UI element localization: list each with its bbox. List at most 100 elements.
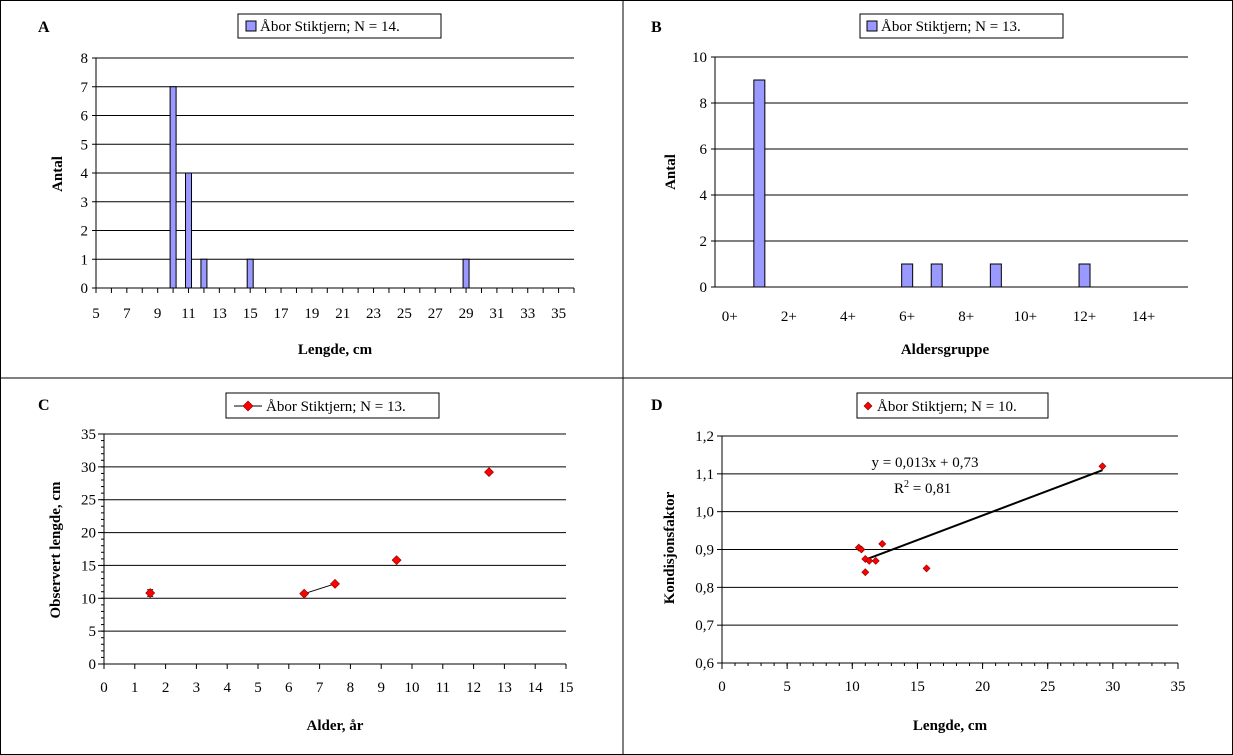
data-point: [391, 555, 402, 566]
data-point: [330, 578, 340, 589]
y-tick-label: 2: [81, 224, 89, 240]
series-line: [304, 583, 336, 595]
legend: Åbor Stiktjern; N = 13.: [859, 13, 1064, 39]
x-axis-label: Aldersgruppe: [901, 342, 990, 358]
x-tick-label: 12+: [1073, 309, 1096, 325]
y-tick-label: 0,6: [695, 656, 714, 672]
x-tick-label: 7: [316, 680, 324, 696]
x-tick-label: 13: [497, 680, 512, 696]
gridlines: [722, 435, 1178, 626]
x-tick-label: 21: [335, 306, 350, 322]
x-tick-label: 2+: [781, 309, 797, 325]
x-tick-label: 14+: [1132, 309, 1155, 325]
y-tick-label: 1,2: [695, 429, 714, 445]
y-tick-label: 5: [81, 137, 89, 153]
x-tick-label: 9: [377, 680, 385, 696]
x-tick-label: 35: [551, 306, 566, 322]
x-tick-label: 23: [366, 306, 381, 322]
x-tick-label: 30: [1105, 679, 1120, 695]
x-tick-label: 13: [212, 306, 227, 322]
point-series: [854, 462, 1107, 577]
r-squared-label: R2 = 0,81: [894, 479, 951, 497]
data-point: [861, 568, 870, 577]
y-tick-label: 0,7: [695, 618, 714, 634]
x-tick-label: 17: [274, 306, 290, 322]
legend-label: Åbor Stiktjern; N = 14.: [260, 19, 400, 35]
data-point: [1098, 462, 1107, 471]
x-tick-label: 10: [405, 680, 420, 696]
legend: Åbor Stiktjern; N = 13.: [225, 392, 440, 419]
x-tick-label: 5: [254, 680, 262, 696]
bar: [989, 263, 1002, 288]
data-point: [484, 467, 494, 478]
x-tick-label: 0: [100, 680, 108, 696]
x-tick-label: 4+: [840, 309, 856, 325]
legend-label: Åbor Stiktjern; N = 13.: [266, 399, 406, 415]
y-tick-label: 0: [700, 280, 708, 296]
x-tick-label: 3: [193, 680, 201, 696]
x-tick-label: 15: [243, 306, 258, 322]
bar: [901, 263, 914, 288]
x-tick-label: 25: [1040, 679, 1055, 695]
trendline: [864, 469, 1103, 561]
chart-panel-d: 0,6 0,7 0,8 0,9 1,0 1,1 1,2 0 5 10 15 20 25 30 35 Åbor…: [662, 392, 1186, 734]
x-tick-label: 8+: [958, 309, 974, 325]
y-tick-label: 0,8: [695, 580, 714, 596]
legend-marker: [242, 400, 254, 412]
x-tick-label: 4: [223, 680, 231, 696]
panel-letter-c: C: [38, 397, 50, 414]
y-tick-label: 0,9: [695, 543, 714, 559]
x-tick-label: 20: [975, 679, 990, 695]
x-tick-label: 35: [1171, 679, 1186, 695]
x-tick-label: 27: [428, 306, 444, 322]
x-tick-label: 11: [181, 306, 195, 322]
legend-box: [856, 392, 1049, 419]
bar: [753, 79, 766, 288]
x-tick-label: 5: [783, 679, 791, 695]
x-tick-label: 9: [154, 306, 162, 322]
axes: 0 2 4 6 8 10 0+ 2+ 4+ 6+ 8+ 10+ 12+ 14+: [692, 50, 1188, 325]
x-tick-label: 15: [910, 679, 925, 695]
y-axis-label: Antal: [663, 154, 679, 190]
panel-letter-b: B: [651, 19, 662, 36]
x-tick-label: 31: [489, 306, 504, 322]
x-tick-label: 5: [92, 306, 100, 322]
y-tick-label: 4: [700, 188, 708, 204]
x-tick-label: 6+: [899, 309, 915, 325]
bar: [1078, 263, 1091, 288]
y-tick-label: 15: [81, 558, 96, 574]
data-point: [865, 556, 874, 565]
y-tick-label: 30: [81, 460, 96, 476]
y-tick-label: 35: [81, 427, 96, 443]
y-tick-label: 2: [700, 234, 708, 250]
x-tick-label: 15: [559, 680, 574, 696]
bar-series: [753, 79, 1091, 288]
x-tick-label: 14: [528, 680, 544, 696]
panel-letter-a: A: [38, 19, 50, 36]
legend: Åbor Stiktjern; N = 14.: [237, 13, 442, 39]
legend-marker: [863, 401, 873, 411]
y-tick-label: 10: [692, 50, 707, 66]
y-tick-label: 7: [81, 80, 89, 96]
bar: [462, 258, 470, 289]
y-tick-label: 10: [81, 591, 96, 607]
y-tick-label: 1: [81, 252, 89, 268]
axes: 0,6 0,7 0,8 0,9 1,0 1,1 1,2 0 5 10 15 20 25 30 35: [695, 429, 1185, 695]
data-point: [878, 539, 887, 548]
chart-panel-b: 0 2 4 6 8 10 0+ 2+ 4+ 6+ 8+ 10+ 12+ 14+ Åbor Stiktjer…: [663, 13, 1188, 358]
legend-box: [859, 13, 1064, 39]
x-axis-label: Alder, år: [307, 718, 364, 734]
panel-letter-d: D: [651, 397, 663, 414]
bar: [185, 172, 193, 289]
x-tick-label: 33: [520, 306, 535, 322]
x-tick-label: 25: [397, 306, 412, 322]
y-axis-label: Kondisjonsfaktor: [662, 491, 678, 604]
point-series: [145, 467, 494, 599]
y-tick-label: 8: [700, 96, 708, 112]
bar: [246, 258, 254, 289]
series-lines: [304, 583, 336, 595]
bar-series: [169, 86, 470, 289]
